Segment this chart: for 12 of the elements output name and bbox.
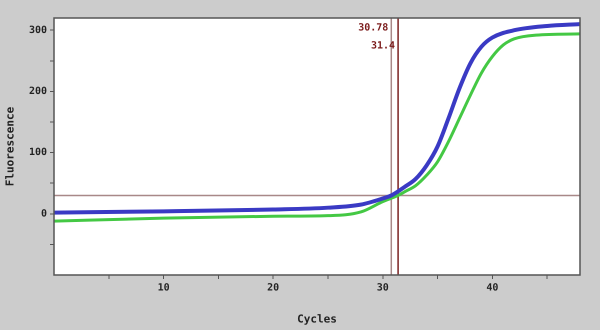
y-tick-label: 0	[40, 208, 47, 220]
y-tick-label: 100	[28, 147, 47, 158]
y-tick-label: 300	[28, 24, 47, 36]
x-tick-label: 10	[158, 282, 170, 294]
x-tick-label: 40	[486, 282, 498, 294]
x-axis-title: Cycles	[297, 312, 337, 326]
y-tick-label: 200	[28, 86, 47, 98]
x-tick-label: 30	[376, 282, 389, 294]
y-axis-title: Fluorescence	[3, 106, 16, 186]
ref-line-label: 30.78	[358, 22, 388, 34]
x-tick-label: 20	[267, 282, 280, 294]
ref-line-label: 31.4	[371, 40, 396, 52]
